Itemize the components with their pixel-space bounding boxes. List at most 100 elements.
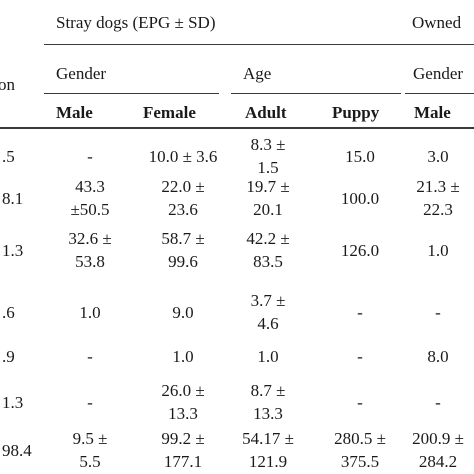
col-owned-male-header: Male — [414, 103, 451, 122]
cell-line: 1.0 — [79, 302, 101, 322]
cell-line: - — [357, 302, 363, 322]
cell-owned-male: - — [400, 391, 474, 414]
cell-line: - — [87, 346, 93, 366]
cell-stray-adult: 42.2 ± 83.5 — [225, 227, 311, 273]
cell-line: 23.6 — [168, 200, 198, 219]
cell-line: 99.6 — [168, 252, 198, 271]
cell-line: 8.0 — [427, 346, 449, 366]
cell-stray-female: 26.0 ± 13.3 — [140, 379, 226, 425]
cell-stray-puppy: - — [322, 301, 398, 324]
stray-age-rule — [231, 93, 401, 94]
cell-first-column: 8.1 — [2, 187, 42, 210]
col-stray-male-header: Male — [56, 103, 93, 122]
cell-line: 10.0 ± 3.6 — [148, 146, 218, 166]
cell-line: 4.6 — [257, 314, 279, 333]
cell-line: 1.0 — [427, 240, 449, 260]
cell-line: ±50.5 — [70, 200, 110, 219]
cell-stray-adult: 19.7 ± 20.1 — [225, 175, 311, 221]
stray-dogs-group-header: Stray dogs (EPG ± SD) — [56, 13, 216, 32]
owned-dogs-group-header: Owned — [412, 13, 462, 32]
stray-age-subheader: Age — [243, 64, 272, 83]
cell-owned-male: 8.0 — [400, 345, 474, 368]
cell-owned-male: - — [400, 301, 474, 324]
cell-line: 98.4 — [2, 440, 32, 460]
cell-stray-female: 99.2 ± 177.1 — [140, 427, 226, 473]
cell-owned-male: 21.3 ± 22.3 — [400, 175, 474, 221]
cell-line: 53.8 — [75, 252, 105, 271]
cell-stray-adult: 1.0 — [225, 345, 311, 368]
cell-stray-adult: 54.17 ± 121.9 — [225, 427, 311, 473]
cell-line: 8.1 — [2, 188, 24, 208]
cell-line: - — [87, 392, 93, 412]
cell-stray-male: - — [50, 391, 130, 414]
cell-line: 121.9 — [248, 452, 288, 471]
cell-line: 375.5 — [340, 452, 380, 471]
cell-line: - — [435, 392, 441, 412]
cell-stray-adult: 8.7 ± 13.3 — [225, 379, 311, 425]
cell-stray-puppy: 100.0 — [322, 187, 398, 210]
cell-line: 58.7 ± — [161, 229, 205, 248]
cell-line: 1.0 — [172, 346, 194, 366]
cell-line: 43.3 — [75, 177, 105, 196]
cell-line: 99.2 ± — [161, 429, 205, 448]
cell-first-column: .5 — [2, 145, 42, 168]
cell-line: 8.3 ± — [250, 135, 286, 154]
stray-group-rule — [44, 44, 474, 45]
cell-line: - — [87, 146, 93, 166]
cell-owned-male: 1.0 — [400, 239, 474, 262]
cell-stray-male: 1.0 — [50, 301, 130, 324]
cell-owned-male: 3.0 — [400, 145, 474, 168]
header-bottom-rule — [0, 127, 474, 129]
cell-stray-female: 9.0 — [140, 301, 226, 324]
cell-stray-male: - — [50, 145, 130, 168]
cell-line: .6 — [2, 302, 15, 322]
cell-line: - — [357, 392, 363, 412]
owned-gender-rule — [405, 93, 474, 94]
cell-line: 83.5 — [253, 252, 283, 271]
cell-line: 22.0 ± — [161, 177, 205, 196]
cell-owned-male: 200.9 ± 284.2 — [400, 427, 474, 473]
stray-gender-rule — [44, 93, 219, 94]
cell-line: .9 — [2, 346, 15, 366]
cell-stray-female: 22.0 ± 23.6 — [140, 175, 226, 221]
cell-stray-puppy: - — [322, 391, 398, 414]
cell-first-column: .6 — [2, 301, 42, 324]
cell-stray-female: 1.0 — [140, 345, 226, 368]
cell-line: 21.3 ± — [416, 177, 460, 196]
cell-line: 13.3 — [168, 404, 198, 423]
cell-stray-male: - — [50, 345, 130, 368]
cell-stray-puppy: 15.0 — [322, 145, 398, 168]
cell-line: 20.1 — [253, 200, 283, 219]
cell-stray-adult: 3.7 ± 4.6 — [225, 289, 311, 335]
cell-line: 100.0 — [340, 188, 380, 208]
cell-line: 1.3 — [2, 392, 24, 412]
cell-line: .5 — [2, 146, 15, 166]
cell-line: 3.7 ± — [250, 291, 286, 310]
cell-stray-female: 58.7 ± 99.6 — [140, 227, 226, 273]
owned-gender-subheader: Gender — [413, 64, 464, 83]
cell-stray-male: 43.3 ±50.5 — [50, 175, 130, 221]
cell-line: - — [357, 346, 363, 366]
cell-line: 42.2 ± — [246, 229, 290, 248]
col-stray-female-header: Female — [143, 103, 196, 122]
cell-line: 9.0 — [172, 302, 194, 322]
cell-line: 15.0 — [345, 146, 375, 166]
cell-line: 1.0 — [257, 346, 279, 366]
cell-line: 200.9 ± — [412, 429, 464, 448]
cell-stray-puppy: - — [322, 345, 398, 368]
cell-line: 177.1 — [163, 452, 203, 471]
cell-stray-adult: 8.3 ± 1.5 — [225, 133, 311, 179]
cell-first-column: 98.4 — [2, 439, 42, 462]
cell-line: - — [435, 302, 441, 322]
cell-first-column: .9 — [2, 345, 42, 368]
cell-stray-puppy: 126.0 — [322, 239, 398, 262]
cell-stray-female: 10.0 ± 3.6 — [140, 145, 226, 168]
cell-line: 9.5 ± — [72, 429, 108, 448]
cell-line: 284.2 — [418, 452, 458, 471]
cell-line: 26.0 ± — [161, 381, 205, 400]
cell-line: 280.5 ± — [334, 429, 386, 448]
col-stray-adult-header: Adult — [245, 103, 287, 122]
cell-line: 54.17 ± — [242, 429, 294, 448]
first-column-header-fragment: on — [0, 75, 15, 94]
